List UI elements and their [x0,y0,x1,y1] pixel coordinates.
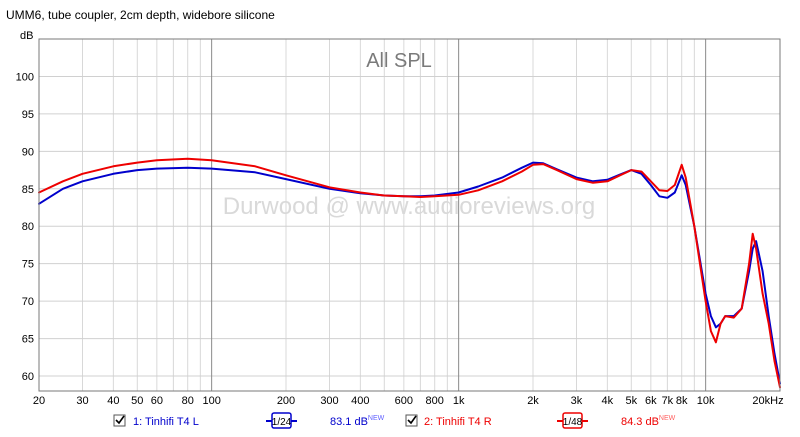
x-tick-label: 400 [351,395,369,407]
y-tick-label: 75 [22,259,34,271]
grid-major [211,39,707,391]
x-tick-label: 60 [151,395,163,407]
x-tick-label: 20kHz [752,395,783,407]
series-lines [38,157,781,389]
x-tick-label: 300 [320,395,338,407]
series-2-level: 84.3 dBNEW [621,415,676,428]
x-tick-label: 7k [662,395,674,407]
y-axis-unit-label: dB [20,30,33,42]
series-line-2 [38,157,781,389]
series-1-smoothing-box [271,412,292,429]
y-tick-label: 100 [16,71,34,83]
y-tick-label: 95 [22,109,34,121]
y-tick-label: 85 [22,184,34,196]
x-tick-label: 40 [107,395,119,407]
y-tick-label: 70 [22,296,34,308]
x-tick-label: 800 [426,395,444,407]
x-tick-label: 3k [571,395,583,407]
series-1-smoothing: 1/24 [272,417,292,428]
x-axis: 20 30 40 50 60 80 100 200 300 400 600 800 1k 2k 3k 4k 5k… [33,395,784,407]
x-tick-label: 6k [645,395,657,407]
series-2-checkbox[interactable] [405,414,418,427]
x-tick-label: 200 [277,395,295,407]
x-tick-label: 2k [527,395,539,407]
x-tick-label: 10k [697,395,715,407]
x-tick-label: 80 [182,395,194,407]
x-tick-label: 8k [676,395,688,407]
plot-border [38,38,781,392]
series-1-smoothing-control[interactable]: 1/24 [266,412,297,429]
y-tick-label: 90 [22,146,34,158]
series-2-label: 2: Tinhifi T4 R [424,416,492,428]
y-axis: 60 65 70 75 80 85 90 95 100 [16,71,34,383]
x-tick-label: 600 [395,395,413,407]
x-tick-label: 5k [625,395,637,407]
legend-item-series-1[interactable]: 1: Tinhifi T4 L [113,414,199,428]
series-1-level: 83.1 dBNEW [330,415,385,428]
series-line-1 [38,161,781,385]
chart-title: UMM6, tube coupler, 2cm depth, widebore … [6,8,275,22]
plot-heading: All SPL [366,50,432,72]
y-tick-label: 60 [22,371,34,383]
x-tick-label: 4k [602,395,614,407]
y-tick-label: 65 [22,334,34,346]
legend: 1: Tinhifi T4 L 1/24 83.1 dBNEW 2: Tinhi… [113,412,676,429]
x-tick-label: 100 [202,395,220,407]
legend-item-series-2[interactable]: 2: Tinhifi T4 R [405,414,492,428]
plot-area [39,39,780,391]
checkmark-icon [407,415,417,425]
x-tick-label: 50 [131,395,143,407]
series-2-smoothing-box [562,412,583,429]
x-tick-label: 30 [76,395,88,407]
y-tick-label: 80 [22,221,34,233]
series-2-smoothing-control[interactable]: 1/48 [557,412,588,429]
grid-minor [38,39,781,391]
x-tick-label: 20 [33,395,45,407]
series-1-checkbox[interactable] [113,414,126,427]
series-1-label: 1: Tinhifi T4 L [133,416,199,428]
x-tick-label: 1k [453,395,465,407]
series-2-smoothing: 1/48 [563,417,583,428]
checkmark-icon [115,415,125,425]
